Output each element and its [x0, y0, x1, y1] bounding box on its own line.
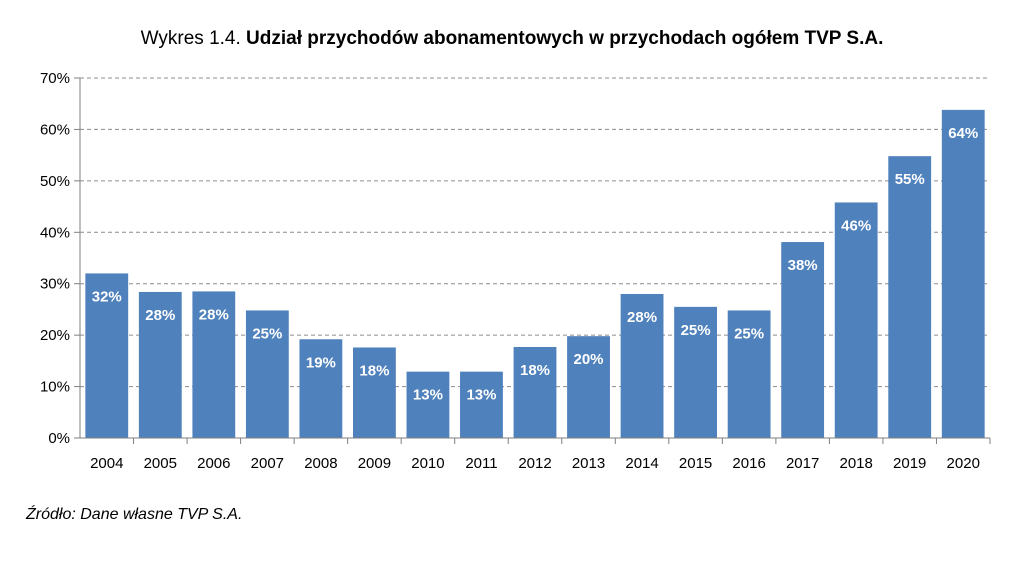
bar — [888, 156, 932, 438]
bar — [460, 371, 503, 438]
data-label: 18% — [359, 362, 389, 379]
bar — [941, 109, 985, 438]
y-tick-label: 70% — [40, 70, 70, 87]
x-tick-label: 2012 — [518, 455, 551, 472]
x-tick-label: 2004 — [90, 455, 123, 472]
bar — [834, 202, 878, 438]
y-tick-label: 50% — [40, 173, 70, 190]
bar — [85, 273, 129, 438]
bar — [299, 339, 343, 438]
y-tick-label: 40% — [40, 224, 70, 241]
data-label: 38% — [788, 257, 818, 274]
x-tick-label: 2020 — [947, 455, 980, 472]
y-tick-label: 60% — [40, 121, 70, 138]
data-label: 28% — [627, 309, 657, 326]
bar — [674, 306, 717, 438]
bar — [567, 336, 610, 438]
y-tick-label: 10% — [40, 379, 70, 396]
x-tick-label: 2016 — [732, 455, 765, 472]
data-label: 18% — [520, 362, 550, 379]
x-tick-label: 2006 — [197, 455, 230, 472]
x-tick-label: 2008 — [304, 455, 337, 472]
bar — [138, 291, 182, 438]
bar — [353, 347, 396, 438]
bar — [781, 242, 825, 438]
y-tick-label: 0% — [48, 430, 70, 447]
chart-title: Wykres 1.4. Udział przychodów abonamento… — [0, 28, 1024, 50]
x-tick-label: 2005 — [144, 455, 177, 472]
data-label: 32% — [92, 288, 122, 305]
data-label: 20% — [574, 351, 604, 368]
x-tick-label: 2017 — [786, 455, 819, 472]
bar — [245, 310, 289, 438]
x-tick-label: 2018 — [839, 455, 872, 472]
data-label: 55% — [895, 171, 925, 188]
bar — [192, 291, 236, 438]
x-tick-label: 2015 — [679, 455, 712, 472]
data-label: 28% — [145, 307, 175, 324]
data-label: 25% — [681, 322, 711, 339]
x-tick-label: 2019 — [893, 455, 926, 472]
x-tick-label: 2007 — [251, 455, 284, 472]
data-label: 28% — [199, 306, 229, 323]
data-label: 19% — [306, 354, 336, 371]
bar — [406, 371, 450, 438]
data-label: 13% — [413, 387, 443, 404]
chart-title-prefix: Wykres 1.4. — [140, 28, 241, 49]
y-tick-label: 20% — [40, 327, 70, 344]
data-label: 64% — [948, 125, 978, 142]
x-tick-label: 2009 — [358, 455, 391, 472]
x-tick-label: 2011 — [465, 455, 497, 472]
chart-title-main: Udział przychodów abonamentowych w przyc… — [246, 28, 884, 49]
data-label: 13% — [466, 387, 496, 404]
bar — [620, 294, 664, 438]
x-tick-label: 2014 — [625, 455, 658, 472]
data-label: 25% — [734, 325, 764, 342]
data-label: 25% — [252, 325, 282, 342]
bar — [513, 346, 557, 438]
source-note: Źródło: Dane własne TVP S.A. — [26, 506, 243, 523]
data-label: 46% — [841, 217, 871, 234]
x-tick-label: 2013 — [572, 455, 605, 472]
x-tick-label: 2010 — [411, 455, 444, 472]
bar — [727, 310, 771, 438]
y-tick-label: 30% — [40, 276, 70, 293]
